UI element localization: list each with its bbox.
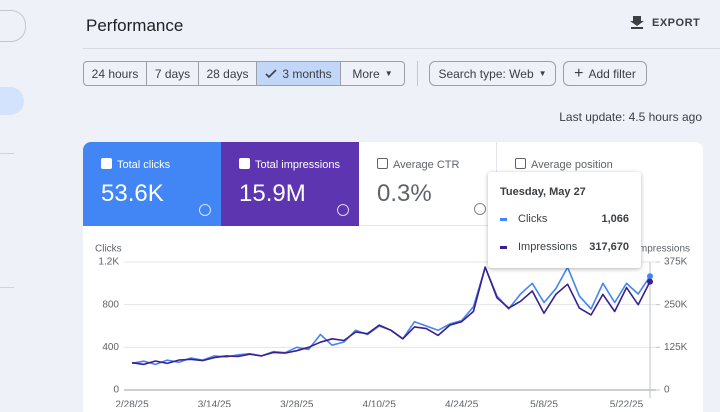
tooltip-value: 317,670 (589, 241, 629, 253)
checkbox[interactable] (239, 158, 250, 169)
x-tick-label: 5/8/25 (530, 400, 558, 407)
checkbox[interactable] (515, 158, 526, 169)
download-icon (630, 16, 644, 29)
header-divider (83, 48, 720, 49)
y2-tick-label: 250K (664, 299, 688, 310)
metric-card-impressions[interactable]: Total impressions 15.9M (221, 142, 359, 226)
y-axis-title: Clicks (95, 244, 122, 255)
range-label: 3 months (282, 66, 332, 81)
tooltip-value: 1,066 (601, 213, 629, 225)
toolbar-separator (417, 61, 418, 86)
check-icon (265, 68, 277, 78)
tooltip-series: Clicks (518, 213, 548, 225)
line-series (131, 266, 651, 366)
x-tick-label: 3/28/25 (280, 400, 314, 407)
sidebar-divider (0, 287, 14, 288)
y2-tick-label: 125K (664, 342, 688, 353)
export-label: EXPORT (652, 17, 701, 29)
search-type-button[interactable]: Search type: Web ▼ (429, 61, 556, 86)
metric-label: Average position (531, 159, 613, 171)
range-button-selected[interactable]: 3 months (256, 61, 341, 86)
y-tick-label: 0 (113, 385, 119, 396)
hover-point (647, 273, 653, 280)
x-tick-label: 5/22/25 (610, 400, 644, 407)
search-type-label: Search type: Web (438, 66, 534, 81)
tooltip-swatch (500, 218, 507, 221)
x-tick-label: 4/10/25 (363, 400, 397, 407)
y2-tick-label: 375K (664, 257, 688, 268)
last-update: Last update: 4.5 hours ago (559, 110, 702, 124)
range-button[interactable]: 24 hours (83, 61, 147, 86)
more-label: More (352, 66, 380, 81)
checkbox[interactable] (377, 158, 388, 169)
y-tick-label: 1.2K (98, 257, 119, 268)
caret: ▼ (384, 69, 393, 78)
line-series (131, 266, 651, 366)
tooltip: Tuesday, May 27 Clicks 1,066 Impressions… (488, 172, 641, 268)
caret: ▼ (538, 69, 547, 78)
more-button[interactable]: More ▼ (340, 61, 405, 86)
plus-icon: + (574, 64, 584, 82)
y-tick-label: 800 (102, 299, 119, 310)
y-tick-label: 400 (102, 342, 119, 353)
add-filter-button[interactable]: + Add filter (563, 61, 647, 86)
range-button[interactable]: 28 days (198, 61, 257, 86)
x-tick-label: 4/24/25 (445, 400, 479, 407)
metric-label: Total impressions (255, 159, 340, 171)
export-button[interactable]: EXPORT (630, 16, 700, 30)
add-filter-label: Add filter (588, 66, 636, 81)
page-title: Performance (86, 16, 184, 35)
checkbox[interactable] (101, 158, 112, 169)
sidebar-dropdown[interactable] (0, 10, 26, 42)
help-icon[interactable] (474, 203, 486, 215)
sidebar-active-item[interactable] (0, 87, 24, 115)
metric-label: Average CTR (393, 159, 460, 171)
metric-value: 53.6K (101, 180, 164, 207)
x-tick-label: 3/14/25 (198, 400, 232, 407)
help-icon[interactable] (337, 204, 349, 216)
hover-point (647, 278, 653, 285)
x-tick-label: 2/28/25 (115, 400, 149, 407)
sidebar-divider (0, 153, 14, 154)
tooltip-series: Impressions (518, 241, 578, 253)
metric-card-clicks[interactable]: Total clicks 53.6K (83, 142, 221, 226)
help-icon[interactable] (199, 204, 211, 216)
tooltip-swatch (500, 246, 507, 249)
metric-value: 0.3% (377, 180, 432, 207)
metric-value: 15.9M (239, 180, 306, 207)
metric-label: Total clicks (117, 159, 171, 171)
tooltip-title: Tuesday, May 27 (500, 186, 586, 198)
y2-tick-label: 0 (664, 385, 670, 396)
y2-axis-title: Impressions (636, 244, 690, 255)
